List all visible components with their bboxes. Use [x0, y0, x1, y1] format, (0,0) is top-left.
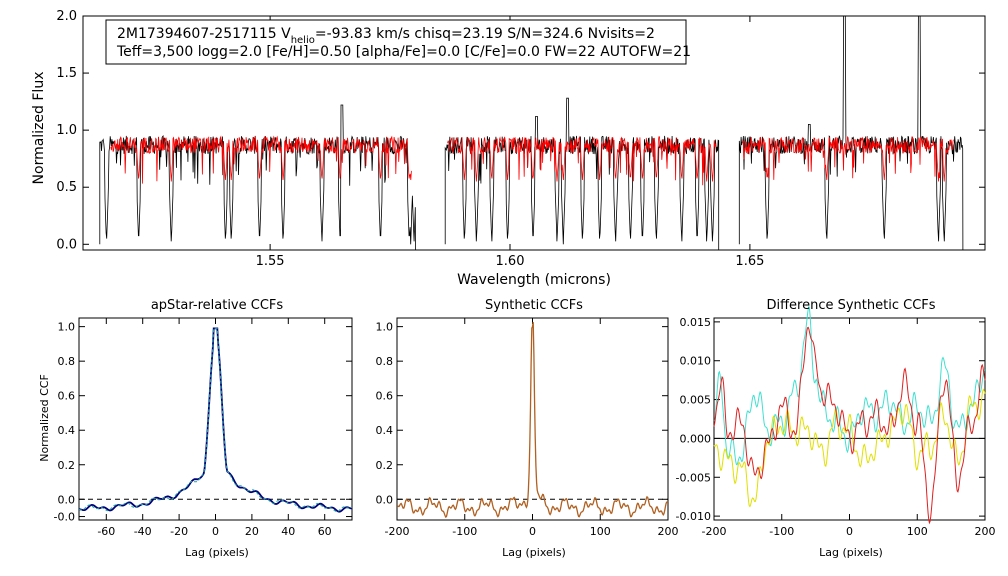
- synthetic-ccf-ytick-label: 0.6: [376, 390, 394, 403]
- spectrum-plot-area: 1.55 1.60 1.65 0.0 0.5 1.0 1.5 2.0: [56, 9, 986, 269]
- difference-ccf-ytick-label: 0.005: [680, 394, 712, 407]
- difference-ccf-xtick-label: -100: [769, 525, 794, 538]
- synthetic-ccf-xtick-label: 100: [590, 525, 611, 538]
- apstar-ccf-plot-area: -60 -40 -20 0 20 40 60 -0.0 0.0 0.2 0.4 0.6 0.8 1.0: [54, 317, 353, 538]
- spectrum-model-line: [742, 135, 954, 182]
- apstar-ccf-xtick-label: -60: [97, 525, 115, 538]
- apstar-ccf-ytick-label: 0.4: [58, 424, 76, 437]
- apstar-ccf-ytick-label: 1.0: [58, 321, 76, 334]
- synthetic-ccf-ytick-label: 0.0: [376, 493, 394, 506]
- apstar-ccf-title: apStar-relative CCFs: [151, 298, 284, 313]
- difference-ccf-xtick-label: 0: [846, 525, 853, 538]
- synthetic-ccf-ytick-label: 0.2: [376, 459, 394, 472]
- synthetic-ccf-xtick-label: 200: [658, 525, 679, 538]
- apstar-ccf-xtick-label: 40: [281, 525, 295, 538]
- apstar-ccf-ytick-label: 0.2: [58, 459, 76, 472]
- difference-ccf-xtick-label: 100: [907, 525, 928, 538]
- difference-ccf-ytick-label: 0.015: [680, 316, 712, 329]
- header-line-2: Teff=3,500 logg=2.0 [Fe/H]=0.50 [alpha/F…: [116, 44, 691, 60]
- apstar-ccf-xtick-label: -40: [134, 525, 152, 538]
- spectrum-xtick-label: 1.65: [735, 254, 764, 269]
- apstar-ccf-ytick-label: 0.8: [58, 355, 76, 368]
- spectrum-y-axis-label: Normalized Flux: [31, 72, 47, 185]
- difference-ccf-ytick-label: -0.005: [676, 471, 711, 484]
- synthetic-ccf-panel: -200 -100 0 100 200 0.0 0.2 0.4 0.6 0.8 1.0 Synthe…: [376, 298, 679, 559]
- spectrum-ytick-label: 1.0: [56, 123, 77, 138]
- spectrum-ytick-label: 1.5: [56, 66, 77, 81]
- apstar-ccf-xtick-label: 20: [245, 525, 259, 538]
- synthetic-ccf-ytick-label: 1.0: [376, 321, 394, 334]
- header-box-frame: [105, 19, 687, 65]
- synthetic-ccf-ytick-label: 0.8: [376, 355, 394, 368]
- spectrum-ytick-label: 2.0: [56, 9, 77, 24]
- synthetic-ccf-x-axis-label: Lag (pixels): [502, 546, 566, 559]
- synthetic-ccf-title: Synthetic CCFs: [485, 298, 583, 313]
- apstar-ccf-panel: -60 -40 -20 0 20 40 60 -0.0 0.0 0.2 0.4 0.6 0.8 1.0 a…: [38, 298, 353, 559]
- synthetic-ccf-xtick-label: -100: [452, 525, 477, 538]
- spectrum-xtick-label: 1.60: [496, 254, 525, 269]
- difference-ccf-ytick-label: -0.010: [676, 510, 711, 523]
- difference-ccf-ytick-label: 0.010: [680, 355, 712, 368]
- difference-ccf-line-red: [713, 326, 986, 525]
- difference-ccf-xtick-label: 200: [975, 525, 996, 538]
- apstar-ccf-xtick-label: -20: [170, 525, 188, 538]
- synthetic-ccf-line: [396, 322, 669, 519]
- apstar-ccf-ytick-label: 0.6: [58, 390, 76, 403]
- difference-ccf-ytick-label: 0.000: [680, 432, 712, 445]
- apstar-ccf-ytick-label: -0.0: [54, 511, 75, 524]
- header-line-1-suffix: =-93.83 km/s chisq=23.19 S/N=324.6 Nvisi…: [315, 26, 655, 42]
- difference-ccf-x-axis-label: Lag (pixels): [819, 546, 883, 559]
- spectrum-panel: 1.55 1.60 1.65 0.0 0.5 1.0 1.5 2.0 2M17394607-2…: [31, 9, 986, 288]
- spectrum-ytick-label: 0.0: [56, 237, 77, 252]
- header-line-1-prefix: 2M17394607-2517115 V: [117, 26, 291, 42]
- difference-ccf-plot-area: -200 -100 0 100 200 -0.010 -0.005 0.000 0.005 0.0…: [676, 304, 996, 538]
- spectrum-model-line: [447, 135, 717, 186]
- header-box: 2M17394607-2517115 Vhelio=-93.83 km/s ch…: [105, 19, 691, 65]
- apstar-ccf-x-axis-label: Lag (pixels): [185, 546, 249, 559]
- difference-ccf-xtick-label: -200: [702, 525, 727, 538]
- difference-ccf-title: Difference Synthetic CCFs: [766, 298, 935, 313]
- spectrum-observed-line: [738, 16, 964, 250]
- difference-ccf-panel: -200 -100 0 100 200 -0.010 -0.005 0.000 0.005 0.0…: [676, 298, 996, 559]
- spectrum-x-axis-label: Wavelength (microns): [457, 272, 611, 288]
- spectrum-observed-line: [444, 97, 720, 250]
- apstar-ccf-y-axis-label: Normalized CCF: [38, 374, 51, 462]
- synthetic-ccf-xtick-label: 0: [529, 525, 536, 538]
- spectrum-frame: [82, 15, 986, 251]
- apstar-ccf-xtick-label: 60: [318, 525, 332, 538]
- synthetic-ccf-ytick-label: 0.4: [376, 424, 394, 437]
- header-line-1: 2M17394607-2517115 Vhelio=-93.83 km/s ch…: [117, 26, 655, 46]
- apstar-ccf-line-cyan: [78, 327, 353, 513]
- spectrum-ytick-label: 0.5: [56, 180, 77, 195]
- spectrum-series-group: [99, 16, 964, 250]
- spectrum-xtick-label: 1.55: [256, 254, 285, 269]
- header-line-1-sub: helio: [291, 35, 315, 46]
- synthetic-ccf-plot-area: -200 -100 0 100 200 0.0 0.2 0.4 0.6 0.8 1.0: [376, 317, 679, 538]
- apstar-ccf-xtick-label: 0: [212, 525, 219, 538]
- apstar-ccf-ytick-label: 0.0: [58, 493, 76, 506]
- spectrum-model-line: [110, 135, 412, 184]
- synthetic-ccf-xtick-label: -200: [385, 525, 410, 538]
